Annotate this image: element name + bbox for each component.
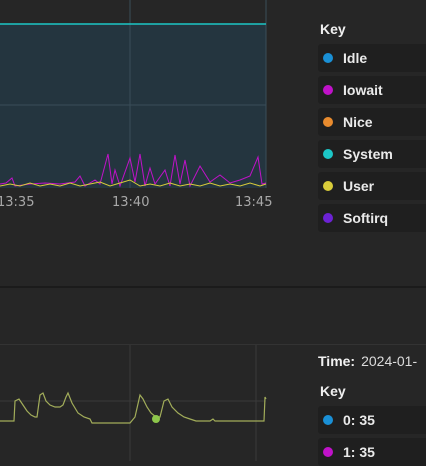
legend-item-label: Softirq — [343, 210, 389, 226]
legend-item-label: Idle — [343, 50, 368, 66]
legend-swatch — [323, 117, 333, 127]
x-tick-label: 13:45 — [235, 195, 272, 210]
legend-item-softirq[interactable]: Softirq — [318, 204, 426, 232]
user-series-line — [0, 179, 267, 187]
legend-item-system[interactable]: System — [318, 140, 426, 168]
hover-time-readout: Time: 2024-01- — [318, 353, 417, 369]
cpu-usage-chart: 13:35 13:40 13:45 — [0, 0, 272, 210]
legend-item-1[interactable]: 1: 35 — [318, 438, 426, 466]
legend-item-iowait[interactable]: Iowait — [318, 76, 426, 104]
panel-divider — [0, 286, 426, 288]
x-tick-label: 13:40 — [112, 195, 149, 210]
bottom-legend-title: Key — [320, 383, 346, 399]
legend-item-nice[interactable]: Nice — [318, 108, 426, 136]
hover-marker[interactable] — [152, 415, 160, 423]
legend-item-user[interactable]: User — [318, 172, 426, 200]
legend-swatch — [323, 85, 333, 95]
time-value: 2024-01- — [361, 353, 418, 369]
legend-swatch — [323, 447, 333, 457]
legend-item-label: Iowait — [343, 82, 383, 98]
cpu-legend-title: Key — [320, 21, 346, 37]
legend-swatch — [323, 181, 333, 191]
x-tick-label: 13:35 — [0, 195, 34, 210]
legend-swatch — [323, 213, 333, 223]
panel-divider — [0, 344, 426, 345]
legend-swatch — [323, 53, 333, 63]
legend-item-idle[interactable]: Idle — [318, 44, 426, 72]
legend-item-label: User — [343, 178, 375, 194]
legend-item-label: 0: 35 — [343, 412, 375, 428]
time-label: Time: — [318, 353, 356, 369]
series-line — [0, 391, 267, 424]
legend-item-0[interactable]: 0: 35 — [318, 406, 426, 434]
legend-swatch — [323, 149, 333, 159]
chart-plot-area — [0, 24, 266, 188]
legend-item-label: Nice — [343, 114, 373, 130]
iowait-series-line — [0, 153, 267, 188]
legend-item-label: System — [343, 146, 393, 162]
bottom-line-chart — [0, 345, 267, 461]
legend-item-label: 1: 35 — [343, 444, 375, 460]
legend-swatch — [323, 415, 333, 425]
